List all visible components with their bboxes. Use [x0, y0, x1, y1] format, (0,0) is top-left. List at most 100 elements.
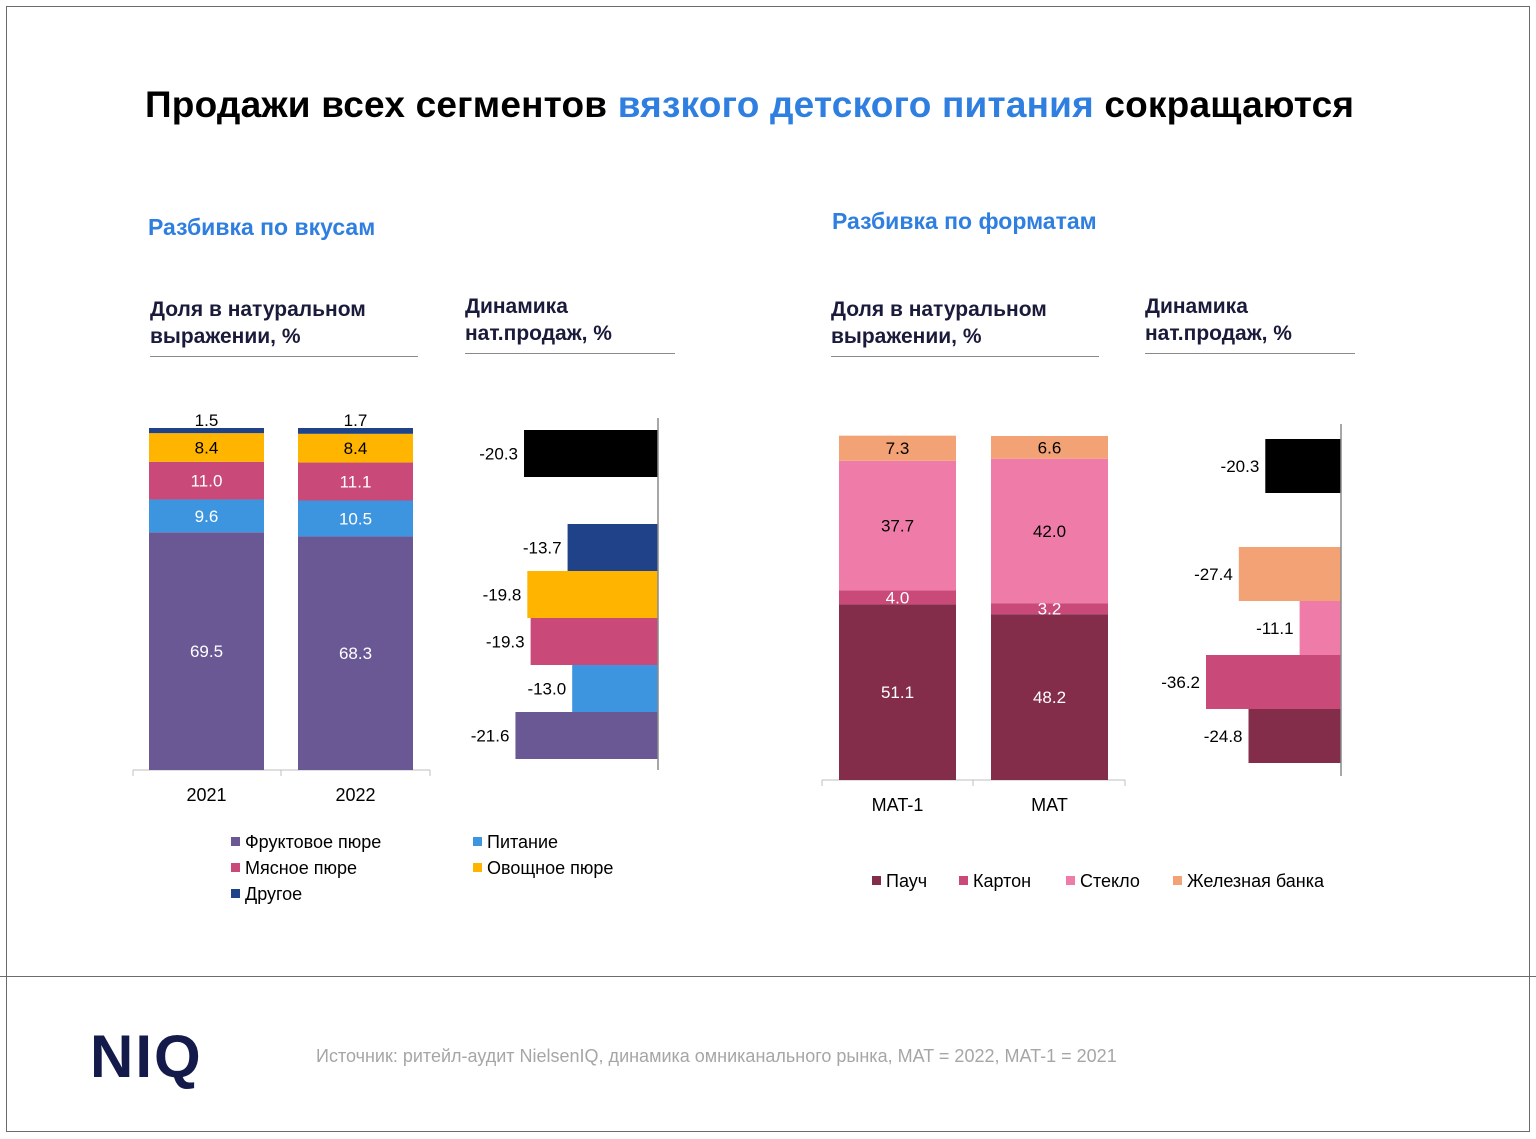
legend-swatch	[231, 863, 240, 872]
niq-logo: NIQ	[90, 1023, 203, 1090]
legend-label: Пауч	[886, 871, 928, 891]
legend-item: Овощное пюре	[473, 858, 613, 879]
bar-segment	[839, 460, 956, 591]
bar-segment	[149, 499, 264, 533]
legend-item: Пауч	[872, 871, 927, 892]
legend-swatch	[231, 889, 240, 898]
data-label: -19.3	[486, 633, 525, 652]
data-label: 48.2	[1033, 688, 1066, 707]
legend-item: Картон	[959, 871, 1031, 892]
left-subtitle: Разбивка по вкусам	[148, 214, 376, 240]
bar	[524, 430, 658, 477]
bar	[1206, 655, 1341, 709]
x-tick-label: MAT-1	[872, 795, 924, 815]
data-label: 11.0	[191, 472, 223, 491]
legend-swatch	[231, 837, 240, 846]
data-label: -27.4	[1194, 565, 1233, 584]
data-label: 8.4	[344, 439, 368, 458]
bar	[567, 524, 658, 571]
legend-item: Фруктовое пюре	[231, 832, 381, 853]
legend-label: Железная банка	[1187, 871, 1325, 891]
bar-segment	[298, 428, 413, 434]
right-subtitle: Разбивка по форматам	[832, 208, 1097, 234]
bar-segment	[298, 462, 413, 501]
left-share-header: Доля в натуральном выражении, %	[150, 296, 418, 357]
page-title: Продажи всех сегментов вязкого детского …	[145, 84, 1354, 126]
legend-label: Стекло	[1080, 871, 1140, 891]
bar-segment	[149, 433, 264, 462]
slide-frame	[6, 6, 1530, 1132]
bar-segment	[149, 461, 264, 500]
title-highlight: вязкого детского питания	[617, 84, 1094, 125]
legend-swatch	[959, 876, 968, 885]
bar-segment	[991, 614, 1108, 780]
data-label: -19.8	[483, 586, 522, 605]
bar	[527, 571, 658, 618]
bar	[1299, 601, 1341, 655]
data-label: 8.4	[195, 438, 219, 457]
bar	[1265, 439, 1341, 493]
right-dyn-header: Динамика нат.продаж, %	[1145, 293, 1355, 354]
data-label: -20.3	[1221, 457, 1260, 476]
bar	[515, 712, 658, 759]
title-part2: сокращаются	[1093, 84, 1355, 125]
bar	[1238, 547, 1341, 601]
charts-canvas: 69.5 9.6 11.0 8.4 1.5 2021 68.3 10.5 11.1 8.4 1.7 2…	[132, 411, 1342, 815]
data-label: 1.5	[195, 411, 219, 430]
bar-segment	[839, 590, 956, 605]
legend-swatch	[473, 837, 482, 846]
data-label: -13.0	[527, 680, 566, 699]
bar-segment	[839, 435, 956, 461]
data-label: 69.5	[190, 642, 223, 661]
legend-item: Питание	[473, 832, 558, 853]
data-label: 42.0	[1033, 522, 1066, 541]
data-label: -21.6	[471, 727, 510, 746]
legend-label: Овощное пюре	[487, 858, 614, 878]
data-label: -20.3	[479, 445, 518, 464]
data-label: 7.3	[886, 439, 910, 458]
bar-segment	[298, 433, 413, 463]
data-label: -24.8	[1204, 727, 1243, 746]
legend-item: Мясное пюре	[231, 858, 357, 879]
data-label: 68.3	[339, 644, 372, 663]
data-label: 37.7	[881, 517, 914, 536]
bar-segment	[149, 428, 264, 434]
data-label: -13.7	[523, 539, 562, 558]
bar	[530, 618, 658, 665]
bar-segment	[991, 436, 1108, 459]
bar-segment	[991, 603, 1108, 615]
data-label: 10.5	[339, 509, 372, 528]
legend-label: Другое	[245, 884, 303, 904]
legend-label: Картон	[973, 871, 1032, 891]
data-label: 4.0	[886, 588, 910, 607]
legend-label: Мясное пюре	[245, 858, 357, 878]
footer-divider	[0, 976, 1536, 977]
legend-swatch	[473, 863, 482, 872]
data-label: -36.2	[1161, 673, 1200, 692]
legend-item: Другое	[231, 884, 302, 905]
bar-segment	[149, 532, 264, 770]
source-note: Источник: ритейл-аудит NielsenIQ, динами…	[316, 1046, 1117, 1066]
legend-label: Питание	[487, 832, 559, 852]
bar-segment	[298, 536, 413, 770]
bar-segment	[839, 604, 956, 780]
legend-swatch	[1066, 876, 1075, 885]
legend-swatch	[1173, 876, 1182, 885]
legend-label: Фруктовое пюре	[245, 832, 382, 852]
data-label: 11.1	[340, 473, 372, 492]
data-label: 3.2	[1038, 600, 1062, 619]
x-tick-label: 2022	[335, 785, 375, 805]
legend-item: Железная банка	[1173, 871, 1324, 892]
x-tick-label: 2021	[186, 785, 226, 805]
title-part1: Продажи всех сегментов	[145, 84, 618, 125]
bar-segment	[298, 500, 413, 537]
bar	[572, 665, 658, 712]
left-dyn-header: Динамика нат.продаж, %	[465, 293, 675, 354]
data-label: 1.7	[344, 411, 368, 430]
right-share-header: Доля в натуральном выражении, %	[831, 296, 1099, 357]
data-label: -11.1	[1256, 619, 1294, 638]
x-tick-label: MAT	[1031, 795, 1068, 815]
data-label: 9.6	[195, 507, 219, 526]
bar-segment	[991, 458, 1108, 604]
data-label: 6.6	[1038, 438, 1062, 457]
